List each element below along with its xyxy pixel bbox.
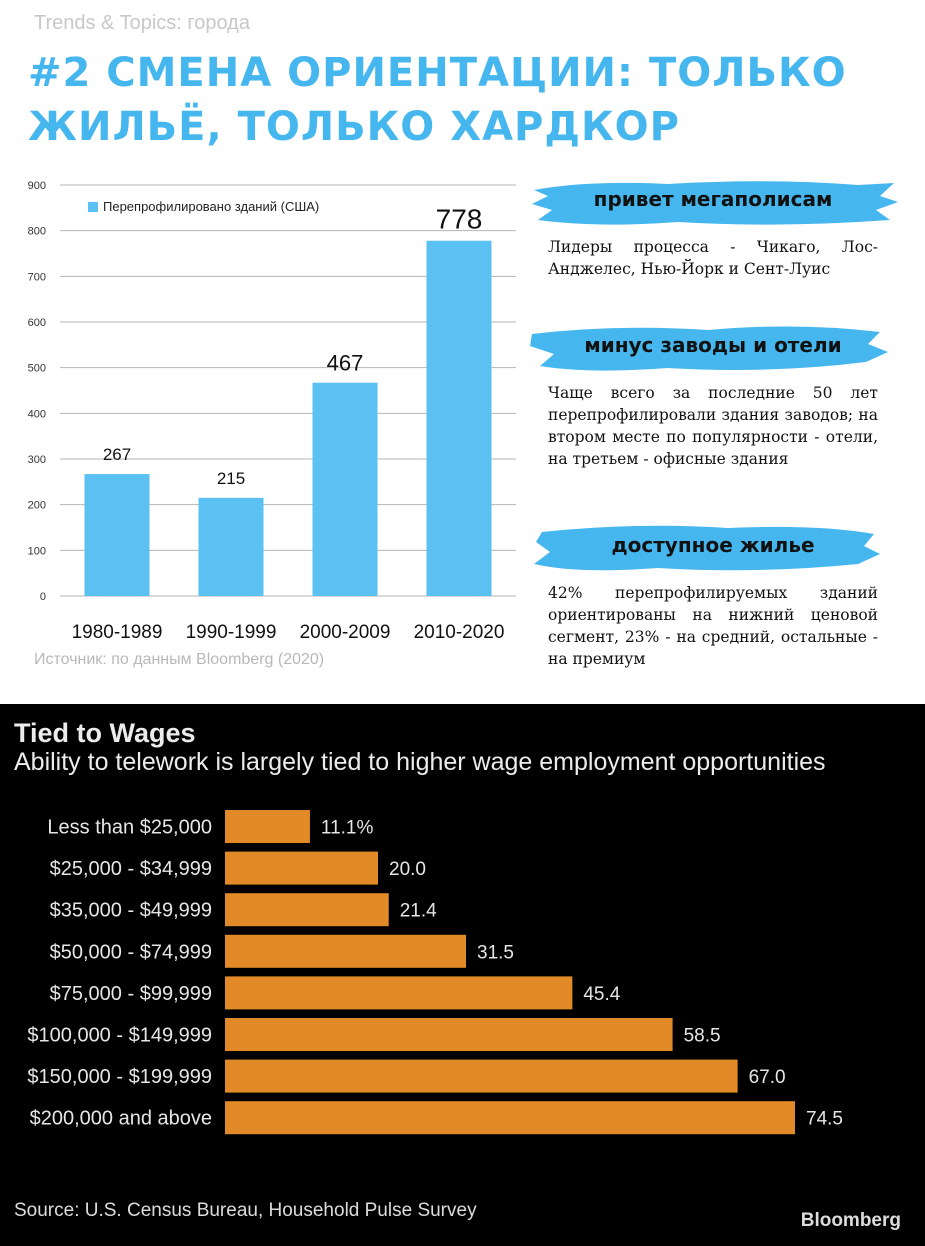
y-tick-label: 400 — [28, 408, 46, 420]
x-tick-label: 1990-1999 — [186, 622, 277, 643]
data-label: 74.5 — [806, 1109, 843, 1130]
data-label: 20.0 — [389, 859, 426, 880]
chart-title: Tied to Wages — [14, 718, 196, 748]
y-tick-label: 800 — [28, 226, 46, 238]
brush-heading: минус заводы и отели — [530, 322, 888, 374]
category-label: $200,000 and above — [30, 1108, 212, 1130]
y-tick-label: 300 — [28, 454, 46, 466]
bar — [225, 810, 310, 843]
bar — [225, 976, 573, 1010]
legend-swatch — [88, 202, 98, 212]
category-label: Less than $25,000 — [47, 817, 212, 839]
y-tick-label: 500 — [28, 363, 46, 375]
category-label: $35,000 - $49,999 — [50, 900, 212, 922]
chart-subtitle: Ability to telework is largely tied to h… — [14, 748, 826, 776]
sidebar-block-megacities: привет мегаполисам Лидеры процесса - Чик… — [532, 176, 898, 280]
x-tick-label: 2010-2020 — [414, 622, 505, 643]
block-text: Чаще всего за последние 50 лет перепрофи… — [548, 384, 878, 468]
infographic-top: Trends & Topics: города #2 СМЕНА ОРИЕНТА… — [27, 12, 898, 670]
y-tick-label: 900 — [28, 180, 46, 192]
conversions-bar-chart: 0 100 200 300 400 500 600 700 800 900 267 1980-1989… — [28, 180, 516, 643]
bar — [312, 382, 378, 596]
category-label: $25,000 - $34,999 — [50, 858, 212, 880]
bar — [225, 934, 467, 968]
bar — [426, 240, 492, 597]
x-tick-label: 1980-1989 — [72, 622, 163, 643]
data-label: 11.1% — [321, 818, 374, 839]
bar — [225, 1018, 673, 1051]
heading-text: доступное жилье — [611, 533, 815, 557]
sidebar-block-factories-hotels: минус заводы и отели Чаще всего за после… — [530, 322, 888, 470]
category-label: $100,000 - $149,999 — [27, 1025, 212, 1047]
chart-source: Source: U.S. Census Bureau, Household Pu… — [14, 1200, 477, 1221]
legend-label: Перепрофилировано зданий (США) — [103, 199, 319, 214]
data-label: 215 — [217, 469, 245, 488]
brush-stroke — [532, 181, 898, 225]
headline: #2 СМЕНА ОРИЕНТАЦИИ: ТОЛЬКО ЖИЛЬЁ, ТОЛЬК… — [28, 50, 847, 150]
brush-heading: доступное жилье — [534, 522, 888, 574]
category-label: $75,000 - $99,999 — [50, 983, 212, 1005]
chart-source: Источник: по данным Bloomberg (2020) — [34, 651, 325, 668]
data-label: 467 — [327, 351, 364, 376]
data-label: 31.5 — [477, 942, 514, 963]
data-label: 45.4 — [583, 984, 620, 1005]
y-tick-label: 0 — [40, 591, 46, 603]
x-tick-label: 2000-2009 — [300, 622, 391, 643]
sidebar-block-affordable-housing: доступное жилье 42% перепрофилируемых зд… — [534, 522, 888, 670]
y-tick-label: 700 — [28, 271, 46, 283]
y-tick-label: 100 — [28, 545, 46, 557]
bar — [225, 1101, 795, 1135]
category-label: $50,000 - $74,999 — [50, 941, 212, 963]
bloomberg-logo: Bloomberg — [800, 1210, 901, 1231]
bar — [225, 851, 379, 885]
data-label: 267 — [103, 445, 131, 464]
block-text: 42% перепрофилируемых зданий ориентирова… — [548, 584, 878, 668]
brush-stroke — [530, 326, 888, 371]
bloomberg-chart-panel: Tied to Wages Ability to telework is lar… — [0, 704, 925, 1246]
block-text: Лидеры процесса - Чикаго, Лос-Анджелес, … — [548, 238, 878, 278]
bar — [225, 1059, 738, 1093]
heading-text: привет мегаполисам — [593, 187, 833, 211]
data-label: 21.4 — [400, 901, 437, 922]
bar — [198, 497, 264, 596]
y-tick-label: 200 — [28, 500, 46, 512]
data-label: 58.5 — [684, 1026, 721, 1047]
data-label: 67.0 — [749, 1067, 786, 1088]
kicker: Trends & Topics: города — [34, 12, 250, 34]
bar — [225, 893, 389, 927]
heading-text: минус заводы и отели — [584, 333, 842, 357]
data-label: 778 — [436, 204, 483, 235]
category-label: $150,000 - $199,999 — [27, 1066, 212, 1088]
brush-stroke — [534, 525, 880, 571]
telework-wage-bar-chart: Less than $25,000 11.1% $25,000 - $34,999 2… — [27, 810, 843, 1135]
bar — [84, 474, 150, 596]
brush-heading: привет мегаполисам — [532, 176, 898, 228]
y-tick-label: 600 — [28, 317, 46, 329]
